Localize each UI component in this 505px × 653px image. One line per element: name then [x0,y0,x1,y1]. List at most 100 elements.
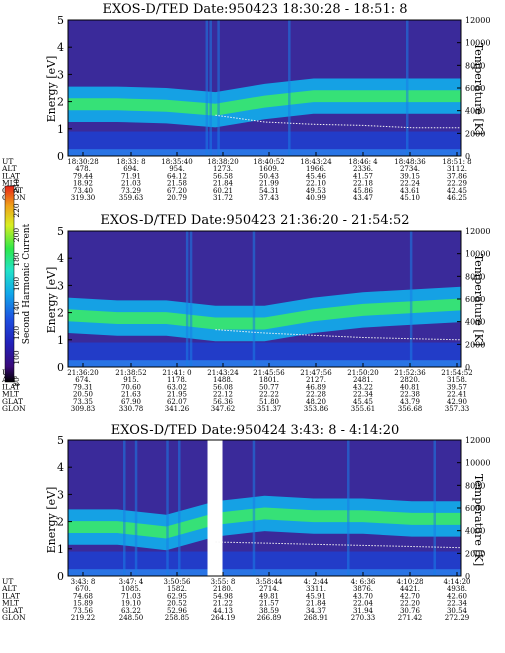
table-cell: 1801. [259,376,279,384]
table-cell: 258.85 [165,614,190,622]
table-cell: 40.81 [400,383,420,391]
table-cell: 21.58 [167,180,187,188]
table-cell: 46.89 [306,383,326,391]
colorbar-label: Second Harmonic Current [22,223,32,344]
table-cell: 355.61 [351,405,376,413]
table-cell: 1273. [213,165,233,173]
plot-area [67,230,462,368]
table-row-label: ILAT [2,171,20,180]
table-cell: 73.40 [73,187,93,195]
colorbar-tick-label: 80 [12,377,21,387]
table-cell: 54.98 [213,592,233,600]
y-axis-label-left: Energy [eV] [45,56,58,123]
table-cell: 21.95 [167,391,187,399]
spectral-streak [347,440,350,576]
table-cell: 915. [123,376,139,384]
table-cell: 46.25 [447,194,467,202]
table-cell: 22.22 [259,391,279,399]
table-cell: 67.20 [167,187,187,195]
table-cell: 45.91 [306,592,326,600]
table-cell: 1085. [121,585,141,593]
table-cell: 21:47:56 [300,369,332,377]
table-cell: 30.54 [447,607,468,615]
table-cell: 3311. [306,585,326,593]
lowest-energy-strip [68,149,461,156]
spectrogram-panel-2: EXOS-D/TED Date:950423 21:36:20 - 21:54:… [1,213,490,413]
panel-title: EXOS-D/TED Date:950423 21:36:20 - 21:54:… [100,213,409,228]
table-cell: 50.77 [259,383,279,391]
table-cell: 79.44 [73,172,94,180]
table-cell: 3112. [447,165,467,173]
table-cell: 73.56 [73,607,94,615]
spectral-streak [433,440,436,576]
table-cell: 49.81 [259,592,279,600]
table-cell: 1609. [259,165,279,173]
table-cell: 3876. [353,585,373,593]
table-cell: 20.79 [167,194,187,202]
table-cell: 42.45 [447,187,467,195]
table-cell: 3:47: 4 [119,578,144,586]
table-cell: 54.31 [259,187,279,195]
table-cell: 74.68 [73,592,93,600]
table-cell: 21:54:52 [441,369,472,377]
y-axis-label-right: Temperature [K] [472,254,485,346]
y-tick-label-left: 2 [57,96,64,109]
table-cell: 21.22 [213,600,233,608]
y-tick-label-right: 6000 [465,84,485,93]
table-cell: 2820. [400,376,420,384]
y-tick-label-right: 4000 [465,527,485,536]
y-tick-label-left: 4 [57,252,64,265]
table-cell: 18:48:36 [394,158,426,166]
y-tick-label-left: 5 [57,225,64,238]
table-cell: 356.68 [398,405,423,413]
table-row-label: MLT [2,390,19,399]
y-tick-label-right: 4000 [465,107,485,116]
table-cell: 43.61 [400,187,420,195]
table-cell: 41.57 [353,172,373,180]
table-cell: 359.63 [119,194,144,202]
table-cell: 39.15 [400,172,420,180]
table-cell: 22.10 [306,180,326,188]
spectral-streak [166,440,169,576]
y-tick-label-left: 1 [57,543,64,556]
y-tick-label-left: 5 [57,434,64,447]
colorbar-tick-label: 120 [12,326,21,341]
y-tick-label-right: 12000 [465,227,490,236]
table-cell: 18:40:52 [253,158,284,166]
table-cell: 37.86 [447,172,468,180]
table-cell: 22.28 [306,391,326,399]
table-cell: 73.29 [121,187,141,195]
table-cell: 21:45:56 [253,369,285,377]
colorbar-ticks: 80 100 120 140 160 180 200 220 240 [12,179,21,387]
table-cell: 22.41 [447,391,467,399]
table-cell: 42.60 [447,592,467,600]
spectral-streak [252,440,256,576]
y-axis-label-right: Temperature [K] [472,43,485,135]
table-cell: 21.03 [121,180,141,188]
table-cell: 694. [123,165,139,173]
spectral-streak [178,440,181,576]
table-cell: 39.57 [447,383,467,391]
y-tick-label-right: 6000 [465,295,485,304]
y-tick-label-right: 10000 [465,250,490,259]
table-cell: 42.90 [447,398,467,406]
table-cell: 1488. [213,376,233,384]
colorbar-gradient [4,185,15,383]
table-cell: 22.24 [400,180,421,188]
table-cell: 45.86 [353,187,374,195]
table-cell: 20.52 [167,600,187,608]
table-cell: 3:50:56 [164,578,192,586]
table-cell: 70.60 [121,383,141,391]
y-tick-label-left: 3 [57,68,64,81]
spectral-streak [252,231,256,367]
table-row-label: ALT [1,164,17,173]
table-cell: 3:58:44 [256,578,284,586]
table-cell: 37.43 [259,194,279,202]
y-tick-label-right: 0 [465,363,470,372]
table-cell: 62.95 [167,592,187,600]
table-cell: 43.70 [353,592,373,600]
table-cell: 22.04 [353,600,374,608]
table-cell: 674. [75,376,91,384]
table-cell: 1966. [306,165,326,173]
